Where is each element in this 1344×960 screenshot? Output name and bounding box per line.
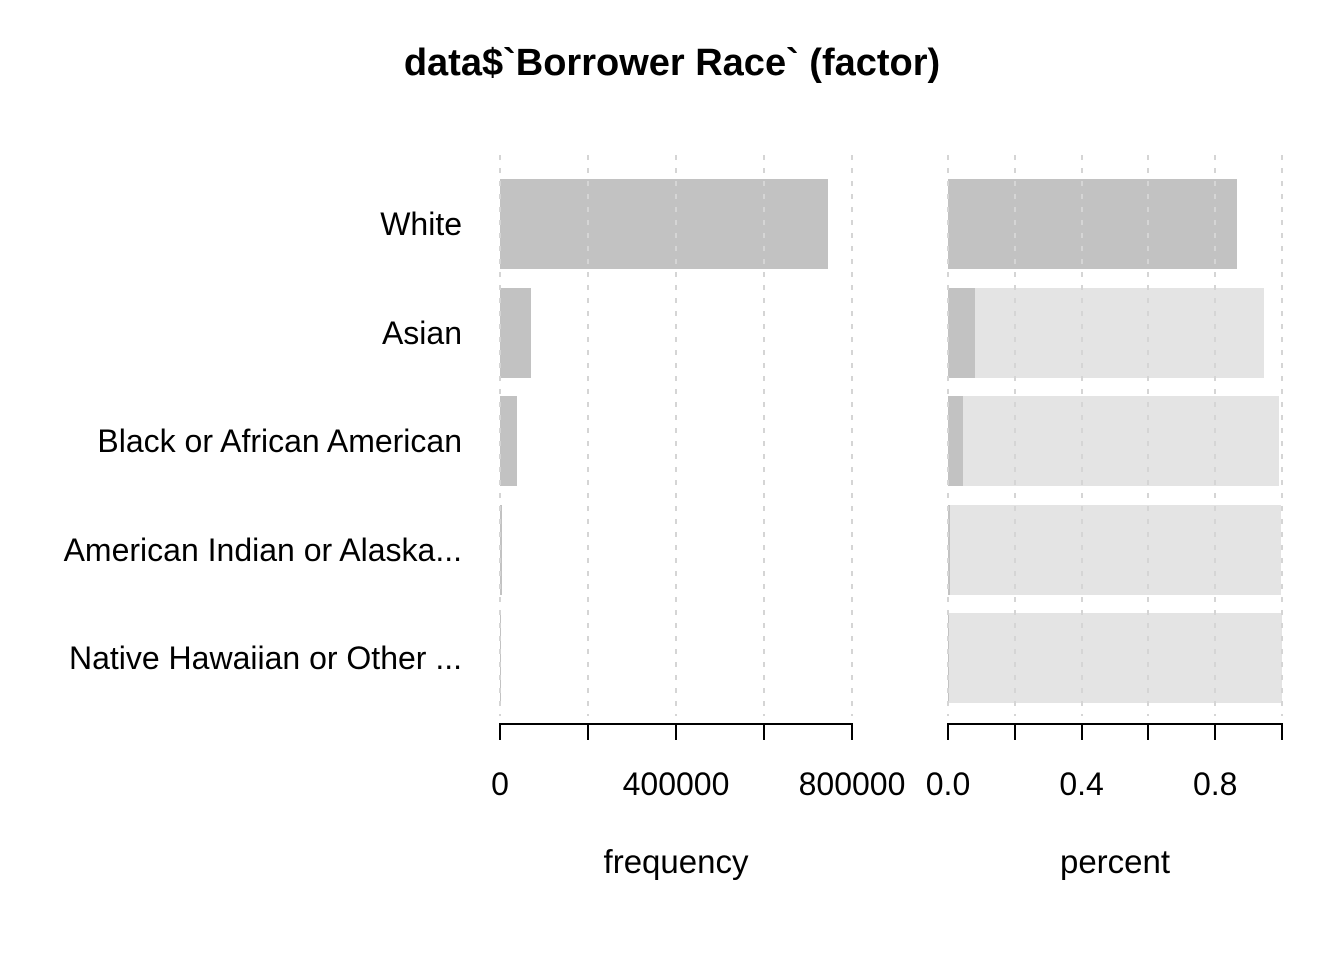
- x-tick-label: 800000: [798, 766, 906, 802]
- x-tick-label: 0.8: [1192, 766, 1238, 802]
- gridline: [1080, 155, 1083, 716]
- x-tick: [1214, 723, 1217, 740]
- freq-bar-american-indian-or-alaska: [500, 504, 503, 595]
- gridline: [499, 155, 501, 716]
- gridline: [1281, 155, 1283, 716]
- x-tick-label: 400000: [622, 766, 730, 802]
- category-label-black-or-african-american: Black or African American: [97, 423, 462, 459]
- gridline: [1147, 155, 1150, 716]
- x-tick: [675, 723, 677, 740]
- gridline: [947, 155, 949, 716]
- x-tick: [851, 723, 853, 740]
- x-tick: [1281, 723, 1283, 740]
- x-tick: [1080, 723, 1083, 740]
- axis-title-frequency: frequency: [603, 843, 749, 880]
- chart-title: data$`Borrower Race` (factor): [403, 42, 941, 84]
- gridline: [851, 155, 853, 716]
- x-tick: [763, 723, 765, 740]
- gridline: [587, 155, 589, 716]
- x-tick: [587, 723, 589, 740]
- x-tick: [1147, 723, 1150, 740]
- pct-bar-asian: [948, 287, 976, 378]
- pct-bar-black-or-african-american: [948, 396, 964, 486]
- pct-cumbar-black-or-african-american: [948, 396, 1279, 486]
- x-tick: [1013, 723, 1016, 740]
- freq-bar-asian: [500, 287, 532, 378]
- category-label-native-hawaiian-or-other: Native Hawaiian or Other ...: [68, 640, 462, 676]
- gridline: [1214, 155, 1217, 716]
- pct-cumbar-asian: [948, 287, 1264, 378]
- gridline: [1013, 155, 1016, 716]
- x-tick-label: 0: [491, 766, 509, 802]
- pct-cumbar-american-indian-or-alaska: [948, 504, 1281, 595]
- x-axis-frequency: [499, 723, 853, 725]
- freq-bar-black-or-african-american: [500, 396, 517, 486]
- freq-bar-white: [500, 179, 828, 269]
- gridline: [675, 155, 677, 716]
- pct-cumbar-native-hawaiian-or-other: [948, 613, 1282, 703]
- axis-title-percent: percent: [1059, 843, 1171, 880]
- pct-bar-white: [948, 179, 1237, 269]
- x-axis-percent: [947, 723, 1283, 725]
- category-label-american-indian-or-alaska: American Indian or Alaska...: [63, 531, 462, 568]
- pct-bar-american-indian-or-alaska: [948, 504, 950, 595]
- x-tick: [499, 723, 501, 740]
- gridline: [763, 155, 765, 716]
- x-tick-label: 0.0: [925, 766, 971, 802]
- category-label-asian: Asian: [381, 314, 462, 351]
- x-tick-label: 0.4: [1059, 766, 1104, 802]
- category-label-white: White: [380, 206, 462, 242]
- x-tick: [947, 723, 949, 740]
